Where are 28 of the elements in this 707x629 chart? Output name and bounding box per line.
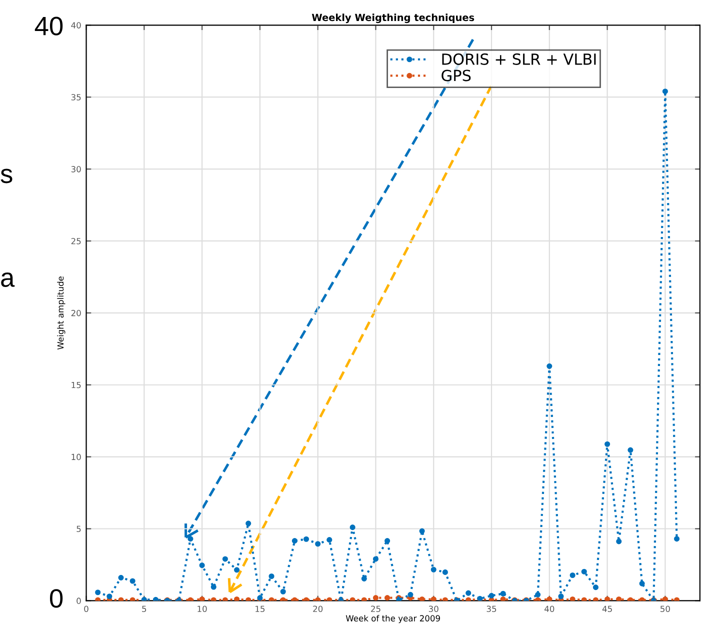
y-tick-label: 0: [76, 598, 81, 604]
y-tick-label: 15: [72, 382, 81, 388]
x-tick-label: 10: [198, 606, 207, 612]
y-tick-label: 40: [71, 22, 81, 28]
y-tick-label: 35: [71, 94, 81, 100]
x-tick-label: 5: [142, 606, 146, 612]
x-tick-label: 0: [84, 606, 88, 612]
x-tick-label: 45: [602, 606, 612, 612]
y-tick-label: 25: [71, 238, 81, 244]
x-tick-label: 40: [544, 606, 554, 612]
text: 40: [34, 16, 63, 36]
y-axis-title: Weight amplitude: [57, 276, 66, 350]
x-tick-label: 25: [371, 606, 380, 612]
text: a: [1, 272, 15, 287]
legend-label: GPS: [442, 70, 471, 82]
x-tick-label: 50: [660, 606, 670, 612]
legend-label: DORIS + SLR + VLBI: [442, 53, 596, 65]
x-axis-title: Week of the year 2009: [346, 615, 440, 624]
y-tick-label: 20: [71, 310, 81, 316]
y-tick-label: 10: [72, 454, 81, 460]
x-tick-label: 30: [428, 606, 438, 612]
chart-title: Weekly Weigthing techniques: [312, 14, 474, 24]
y-tick-label: 30: [71, 166, 81, 172]
text: s: [0, 168, 12, 184]
x-tick-label: 35: [486, 606, 496, 612]
x-tick-label: 15: [256, 606, 265, 612]
x-tick-label: 20: [313, 606, 323, 612]
y-tick-label: 5: [76, 526, 81, 532]
